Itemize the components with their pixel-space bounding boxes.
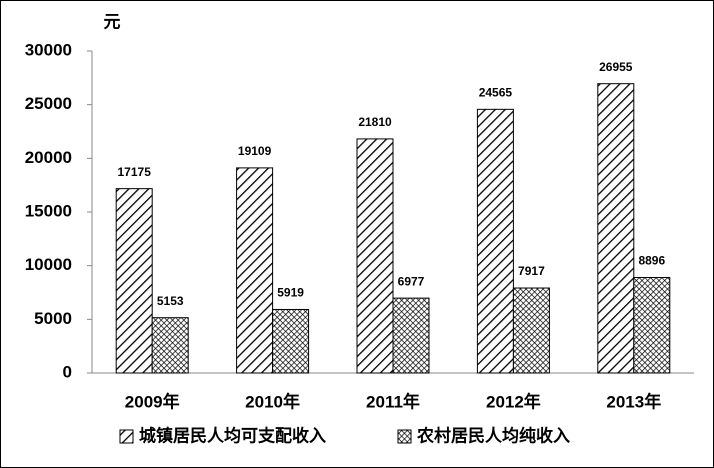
y-tick-label: 20000 <box>25 148 72 167</box>
bar <box>392 297 430 374</box>
legend-swatch <box>119 429 134 444</box>
data-label: 7917 <box>518 264 545 278</box>
legend-label: 城镇居民人均可支配收入 <box>139 425 326 445</box>
x-tick-label: 2010年 <box>245 391 300 411</box>
y-tick-label: 5000 <box>34 309 72 328</box>
data-label: 6977 <box>398 274 425 288</box>
bar <box>597 83 635 374</box>
bar <box>272 308 310 374</box>
data-label: 19109 <box>238 144 272 158</box>
y-tick-label: 0 <box>63 362 72 381</box>
data-label: 8896 <box>638 254 665 268</box>
bar <box>356 138 394 374</box>
data-label: 24565 <box>479 86 513 100</box>
bar <box>151 317 189 374</box>
x-tick-label: 2013年 <box>606 391 661 411</box>
bar <box>512 287 550 374</box>
bar <box>236 167 274 374</box>
data-label: 5919 <box>277 286 304 300</box>
x-tick-label: 2009年 <box>125 391 180 411</box>
legend-swatch <box>397 429 412 444</box>
bar <box>115 188 153 374</box>
bar <box>476 108 514 374</box>
data-label: 26955 <box>599 60 633 74</box>
y-tick-label: 10000 <box>25 255 72 274</box>
x-tick-label: 2011年 <box>366 391 420 411</box>
unit-label: 元 <box>104 12 121 31</box>
y-tick-label: 15000 <box>25 201 72 220</box>
data-label: 5153 <box>157 294 184 308</box>
data-label: 17175 <box>118 165 152 179</box>
legend-label: 农村居民人均纯收入 <box>416 425 570 445</box>
y-tick-label: 25000 <box>25 94 72 113</box>
x-tick-label: 2012年 <box>486 391 541 411</box>
y-tick-label: 30000 <box>25 40 72 59</box>
data-label: 21810 <box>358 115 392 129</box>
bar <box>633 277 671 374</box>
